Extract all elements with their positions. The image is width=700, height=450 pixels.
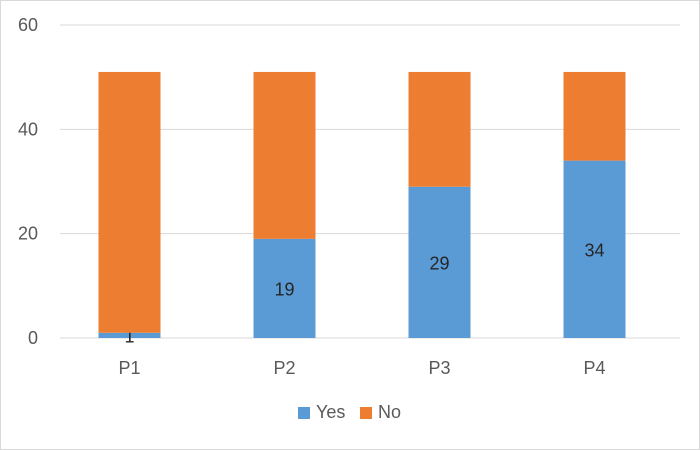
data-label-yes-p2: 19 xyxy=(274,279,294,299)
legend-swatch-yes xyxy=(298,407,310,419)
bar-no-p3 xyxy=(408,71,471,187)
bar-yes-p1 xyxy=(98,332,161,338)
y-tick-label: 20 xyxy=(18,224,38,244)
y-tick-label: 60 xyxy=(18,15,38,35)
bar-no-p1 xyxy=(98,71,161,333)
data-label-yes-p1: 1 xyxy=(124,326,134,346)
x-tick-label: P1 xyxy=(118,358,140,378)
x-tick-label: P3 xyxy=(428,358,450,378)
bar-no-p2 xyxy=(253,71,316,239)
y-tick-label: 40 xyxy=(18,119,38,139)
bar-no-p4 xyxy=(563,71,626,161)
legend-swatch-no xyxy=(360,407,372,419)
legend-label-yes: Yes xyxy=(316,402,345,422)
legend: Yes No xyxy=(298,402,401,422)
data-label-yes-p3: 29 xyxy=(429,253,449,273)
y-tick-label: 0 xyxy=(28,328,38,348)
data-label-yes-p4: 34 xyxy=(584,240,604,260)
x-tick-label: P4 xyxy=(583,358,605,378)
x-axis-ticks: P1 P2 P3 P4 xyxy=(118,358,605,378)
bars: 1 19 29 34 xyxy=(98,71,626,346)
legend-label-no: No xyxy=(378,402,401,422)
y-axis-ticks: 0 20 40 60 xyxy=(18,15,38,348)
bar-yes-p2 xyxy=(253,238,316,338)
bar-yes-p4 xyxy=(563,160,626,338)
bar-yes-p3 xyxy=(408,186,471,338)
x-tick-label: P2 xyxy=(273,358,295,378)
